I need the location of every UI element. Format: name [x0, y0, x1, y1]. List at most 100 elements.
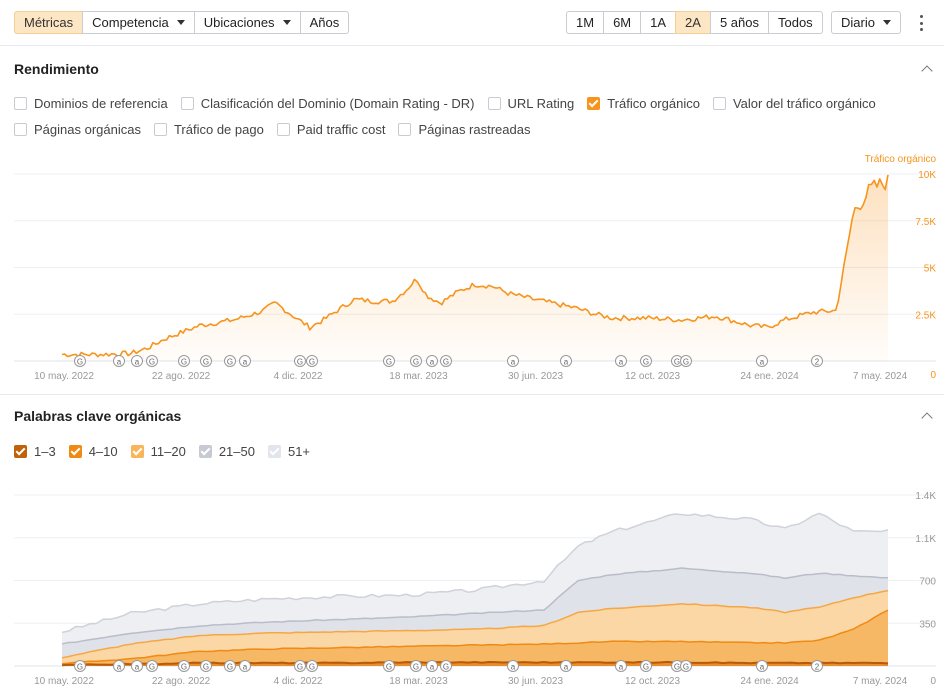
position-range-checkbox[interactable]: 4–10	[68, 444, 118, 459]
range-6m-button[interactable]: 6M	[603, 11, 642, 34]
svg-text:a: a	[243, 358, 248, 367]
annotation-marker[interactable]: G	[383, 355, 395, 367]
position-range-label: 4–10	[88, 444, 118, 459]
y-tick-label: 7.5K	[915, 217, 936, 228]
svg-text:a: a	[117, 358, 122, 367]
annotation-marker[interactable]: G	[224, 355, 236, 367]
metric-option-checkbox[interactable]: Paid traffic cost	[276, 122, 385, 137]
range-1y-button[interactable]: 1A	[640, 11, 677, 34]
x-tick-label: 7 may. 2024	[853, 676, 908, 687]
annotation-marker[interactable]: 2	[811, 355, 823, 367]
annotation-marker[interactable]: a	[131, 355, 143, 367]
annotation-marker[interactable]: a	[113, 355, 125, 367]
svg-text:2: 2	[815, 663, 820, 672]
metric-option-checkbox[interactable]: Tráfico orgánico	[587, 96, 700, 111]
y-tick-label: 2.5K	[915, 310, 936, 321]
collapse-keywords-icon[interactable]	[922, 410, 932, 420]
years-button[interactable]: Años	[299, 11, 350, 34]
annotation-marker[interactable]: G	[440, 660, 452, 672]
svg-text:G: G	[149, 358, 155, 367]
y-tick-label: 5K	[924, 264, 937, 275]
annotation-marker[interactable]: G	[306, 355, 318, 367]
x-tick-label: 12 oct. 2023	[625, 371, 680, 382]
svg-text:G: G	[227, 358, 233, 367]
position-range-checkbox[interactable]: 11–20	[130, 444, 186, 459]
metric-option-checkbox[interactable]: Valor del tráfico orgánico	[712, 96, 876, 111]
metric-option-label: Tráfico de pago	[173, 122, 264, 137]
locations-label: Ubicaciones	[203, 15, 275, 30]
range-2y-button[interactable]: 2A	[675, 11, 711, 34]
annotation-marker[interactable]: G	[200, 660, 212, 672]
svg-text:G: G	[386, 663, 392, 672]
annotation-marker[interactable]: G	[680, 660, 692, 672]
metric-option-checkbox[interactable]: Dominios de referencia	[14, 96, 168, 111]
annotation-marker[interactable]: G	[178, 660, 190, 672]
annotation-marker[interactable]: G	[671, 660, 683, 672]
position-range-checkbox[interactable]: 51+	[267, 444, 310, 459]
svg-text:G: G	[227, 663, 233, 672]
annotation-marker[interactable]: G	[200, 355, 212, 367]
metric-option-checkbox[interactable]: Tráfico de pago	[153, 122, 264, 137]
svg-text:G: G	[77, 663, 83, 672]
annotation-marker[interactable]: a	[239, 660, 251, 672]
svg-text:a: a	[117, 663, 122, 672]
metrics-button[interactable]: Métricas	[14, 11, 84, 34]
annotation-marker[interactable]: a	[239, 355, 251, 367]
annotation-marker[interactable]: G	[440, 355, 452, 367]
annotation-marker[interactable]: G	[74, 660, 86, 672]
annotation-marker[interactable]: G	[410, 355, 422, 367]
annotation-marker[interactable]: a	[507, 355, 519, 367]
annotation-marker[interactable]: a	[560, 355, 572, 367]
annotation-marker[interactable]: a	[507, 660, 519, 672]
metric-option-checkbox[interactable]: URL Rating	[487, 96, 574, 111]
annotation-marker[interactable]: G	[178, 355, 190, 367]
annotation-marker[interactable]: a	[426, 660, 438, 672]
y-tick-label: 1.1K	[915, 534, 936, 545]
competition-dropdown[interactable]: Competencia	[82, 11, 195, 34]
position-range-label: 1–3	[34, 444, 56, 459]
annotation-marker[interactable]: a	[756, 355, 768, 367]
svg-text:G: G	[297, 663, 303, 672]
annotation-marker[interactable]: a	[113, 660, 125, 672]
svg-text:G: G	[309, 663, 315, 672]
x-tick-label: 30 jun. 2023	[508, 371, 563, 382]
range-1m-button[interactable]: 1M	[566, 11, 605, 34]
annotation-marker[interactable]: G	[383, 660, 395, 672]
annotation-marker[interactable]: a	[426, 355, 438, 367]
checkbox-icon	[14, 123, 27, 136]
annotation-marker[interactable]: G	[146, 660, 158, 672]
svg-text:a: a	[564, 358, 569, 367]
metric-option-checkbox[interactable]: Clasificación del Dominio (Domain Rating…	[180, 96, 475, 111]
annotation-marker[interactable]: 2	[811, 660, 823, 672]
annotation-marker[interactable]: G	[294, 660, 306, 672]
position-range-checkbox[interactable]: 1–3	[14, 444, 56, 459]
annotation-marker[interactable]: G	[640, 660, 652, 672]
annotation-marker[interactable]: a	[615, 660, 627, 672]
metric-option-checkbox[interactable]: Páginas rastreadas	[398, 122, 530, 137]
annotation-marker[interactable]: a	[615, 355, 627, 367]
more-options-icon[interactable]	[916, 15, 926, 31]
svg-text:G: G	[683, 663, 689, 672]
svg-text:a: a	[243, 663, 248, 672]
annotation-marker[interactable]: G	[410, 660, 422, 672]
svg-text:a: a	[619, 663, 624, 672]
annotation-marker[interactable]: G	[224, 660, 236, 672]
range-all-button[interactable]: Todos	[767, 11, 823, 34]
range-5y-button[interactable]: 5 años	[709, 11, 769, 34]
annotation-marker[interactable]: G	[640, 355, 652, 367]
annotation-marker[interactable]: a	[560, 660, 572, 672]
x-tick-label: 10 may. 2022	[34, 676, 94, 687]
annotation-marker[interactable]: G	[74, 355, 86, 367]
locations-dropdown[interactable]: Ubicaciones	[193, 11, 301, 34]
annotation-marker[interactable]: G	[680, 355, 692, 367]
annotation-marker[interactable]: a	[756, 660, 768, 672]
annotation-marker[interactable]: G	[146, 355, 158, 367]
svg-text:G: G	[181, 358, 187, 367]
granularity-dropdown[interactable]: Diario	[831, 11, 901, 34]
annotation-marker[interactable]: G	[294, 355, 306, 367]
position-range-checkbox[interactable]: 21–50	[198, 444, 255, 459]
collapse-performance-icon[interactable]	[922, 63, 932, 73]
metric-option-checkbox[interactable]: Páginas orgánicas	[14, 122, 141, 137]
annotation-marker[interactable]: a	[131, 660, 143, 672]
annotation-marker[interactable]: G	[306, 660, 318, 672]
